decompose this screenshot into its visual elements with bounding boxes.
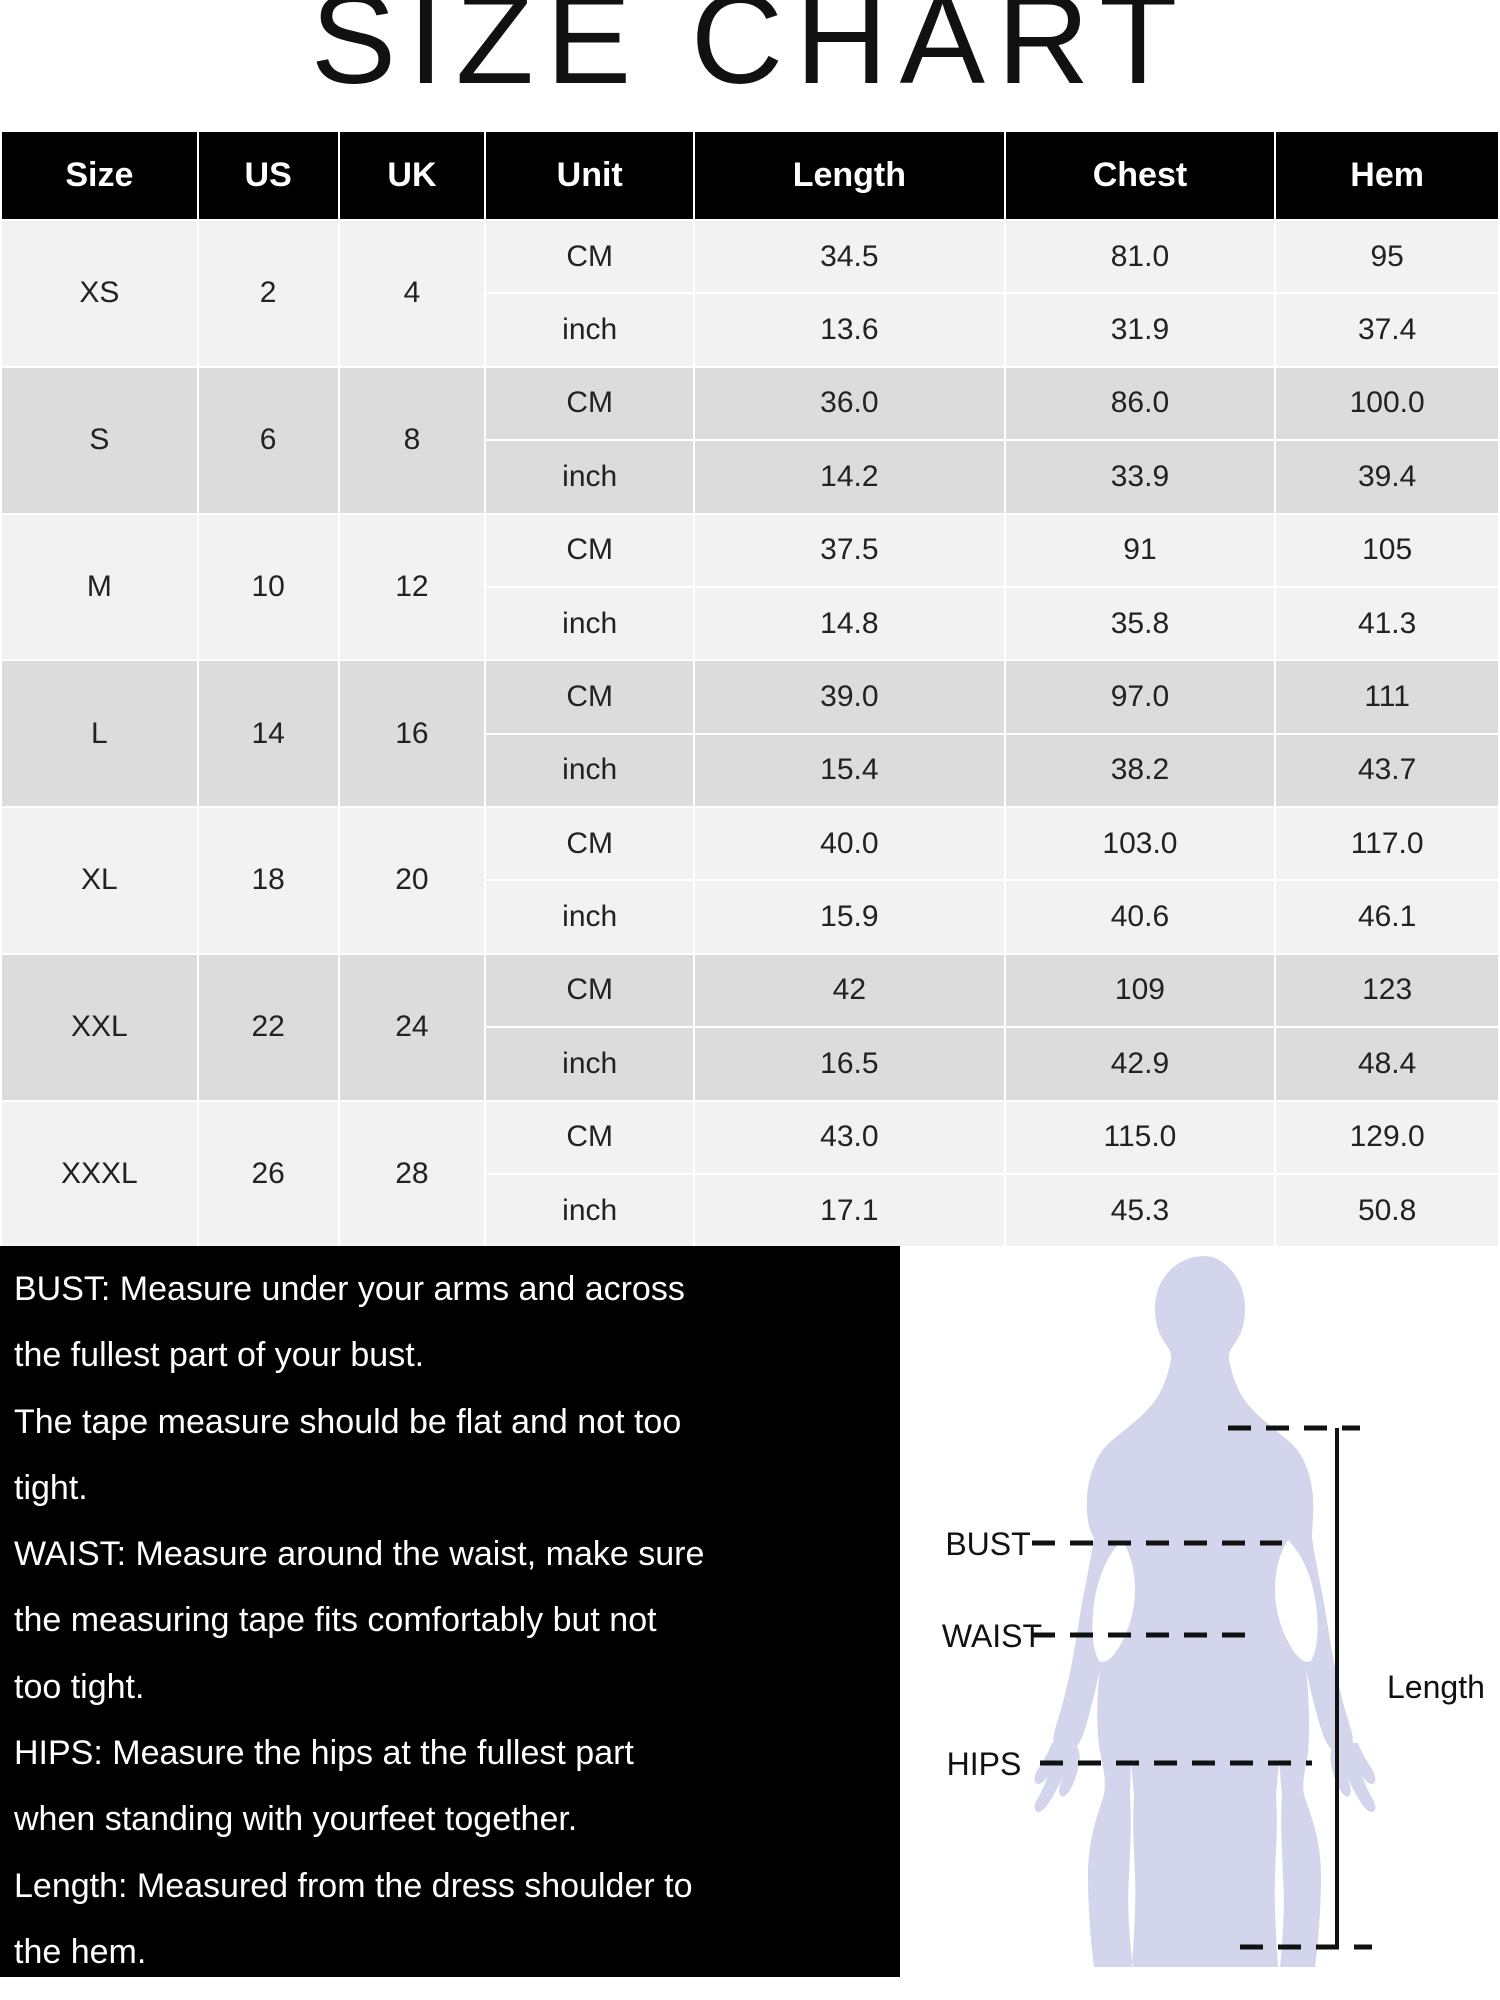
svg-text:WAIST: WAIST: [942, 1618, 1042, 1654]
svg-text:BUST: BUST: [945, 1526, 1030, 1562]
svg-text:HIPS: HIPS: [947, 1746, 1022, 1782]
svg-text:Length: Length: [1387, 1669, 1485, 1705]
